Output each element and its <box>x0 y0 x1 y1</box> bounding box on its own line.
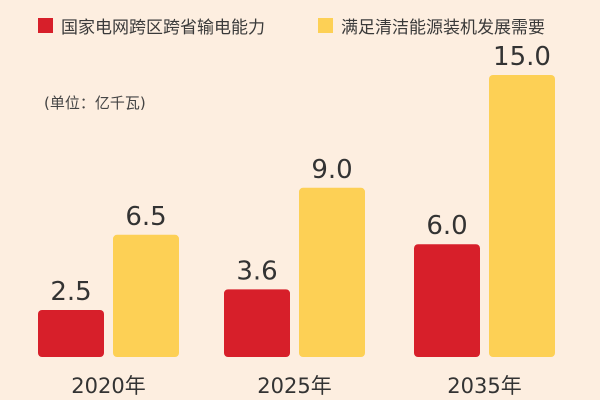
bar-transmission-2 <box>414 244 480 357</box>
bar-transmission-0 <box>38 310 104 357</box>
data-label-transmission-0: 2.5 <box>50 277 91 307</box>
bar-transmission-1 <box>224 289 290 357</box>
unit-label: (单位：亿千瓦) <box>44 94 146 112</box>
legend-swatch-red <box>38 18 53 33</box>
data-label-transmission-1: 3.6 <box>236 256 277 286</box>
x-tick-label-0: 2020年 <box>71 374 145 398</box>
legend-label-clean-energy: 满足清洁能源装机发展需要 <box>341 18 545 38</box>
legend-item-transmission: 国家电网跨区跨省输电能力 <box>38 13 265 38</box>
x-tick-label-2: 2035年 <box>447 374 521 398</box>
data-label-clean-energy-2: 15.0 <box>493 42 551 72</box>
legend-label-transmission: 国家电网跨区跨省输电能力 <box>61 18 265 38</box>
data-label-clean-energy-0: 6.5 <box>125 202 166 232</box>
legend-item-clean-energy: 满足清洁能源装机发展需要 <box>318 13 545 38</box>
legend-swatch-yellow <box>318 18 333 33</box>
bar-clean-energy-2 <box>489 75 555 357</box>
data-label-transmission-2: 6.0 <box>426 211 467 241</box>
bar-clean-energy-0 <box>113 234 179 357</box>
data-label-clean-energy-1: 9.0 <box>311 155 352 185</box>
bar-clean-energy-1 <box>299 187 365 357</box>
x-tick-label-1: 2025年 <box>257 374 331 398</box>
